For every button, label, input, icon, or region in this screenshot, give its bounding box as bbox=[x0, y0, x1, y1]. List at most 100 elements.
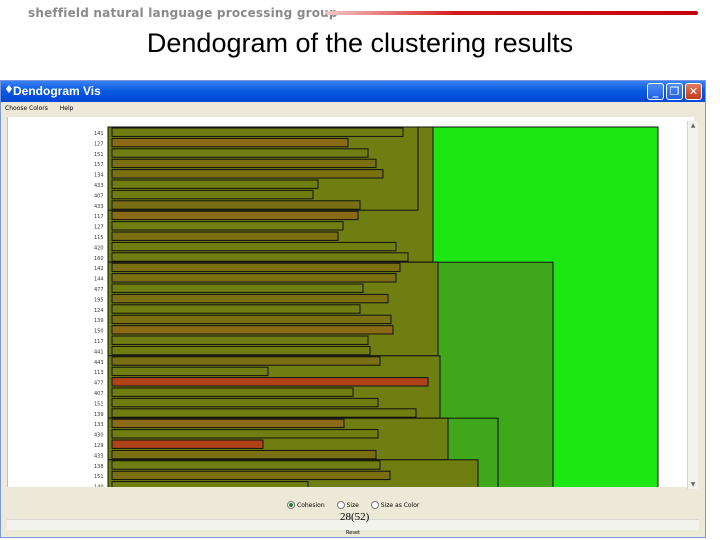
leaf-label: 407 bbox=[94, 391, 104, 397]
radio-cohesion[interactable] bbox=[287, 501, 295, 509]
slide-number: 28(52) bbox=[340, 511, 370, 523]
leaf-bar[interactable] bbox=[111, 377, 429, 387]
leaf-label: 150 bbox=[94, 329, 104, 335]
leaf-label: 113 bbox=[94, 370, 104, 376]
leaf-label: 407 bbox=[94, 193, 104, 199]
scroll-down-icon[interactable]: ▼ bbox=[690, 481, 696, 488]
reset-button[interactable]: Reset bbox=[346, 530, 360, 536]
brand-header: sheffield natural language processing gr… bbox=[28, 6, 338, 20]
leaf-label: 141 bbox=[94, 131, 104, 137]
leaf-label: 133 bbox=[94, 422, 104, 428]
leaf-bar[interactable] bbox=[111, 408, 417, 418]
leaf-bar[interactable] bbox=[111, 200, 361, 210]
leaf-bar[interactable] bbox=[111, 460, 381, 470]
leaf-label: 139 bbox=[94, 412, 104, 418]
leaf-label: 420 bbox=[94, 245, 104, 251]
brand-accent-line bbox=[326, 11, 698, 15]
menu-bar: Choose Colors Help bbox=[1, 102, 705, 116]
leaf-label: 117 bbox=[94, 214, 104, 220]
leaf-label: 127 bbox=[94, 141, 104, 147]
leaf-label: 157 bbox=[94, 162, 104, 168]
leaf-bar[interactable] bbox=[111, 387, 354, 397]
leaf-label: 151 bbox=[94, 401, 104, 407]
radio-size-as-color-label: Size as Color bbox=[380, 501, 420, 509]
leaf-label: 117 bbox=[94, 339, 104, 345]
leaf-label: 195 bbox=[94, 297, 104, 303]
leaf-bar[interactable] bbox=[111, 273, 397, 283]
java-app-icon: ♦ bbox=[4, 83, 14, 96]
dendrogram-canvas[interactable]: 141 127 151 157 134 433 407 433 117 127 115 420 160 1… bbox=[7, 117, 694, 487]
leaf-label: 138 bbox=[94, 464, 104, 470]
leaf-bar[interactable] bbox=[111, 169, 384, 179]
leaf-label: 139 bbox=[94, 318, 104, 324]
dendogram-window: ♦ Dendogram Vis _ ❐ ✕ Choose Colors Help… bbox=[0, 80, 706, 538]
leaf-bar[interactable] bbox=[111, 283, 364, 293]
vertical-scrollbar[interactable]: ▲ ▼ bbox=[687, 121, 698, 489]
leaf-bar[interactable] bbox=[111, 356, 381, 366]
leaf-bar[interactable] bbox=[111, 481, 309, 487]
leaf-bar[interactable] bbox=[111, 262, 401, 273]
leaf-bar[interactable] bbox=[111, 127, 404, 137]
leaf-label: 127 bbox=[94, 225, 104, 231]
leaf-label: 433 bbox=[94, 183, 104, 189]
radio-size[interactable] bbox=[336, 501, 345, 509]
leaf-bar[interactable] bbox=[111, 439, 264, 449]
leaf-label: 134 bbox=[94, 173, 104, 179]
menu-help[interactable]: Help bbox=[59, 105, 74, 112]
leaf-bar[interactable] bbox=[111, 345, 371, 356]
dendrogram-svg: 141 127 151 157 134 433 407 433 117 127 115 420 160 1… bbox=[94, 126, 659, 487]
leaf-bar[interactable] bbox=[111, 449, 377, 460]
close-button[interactable]: ✕ bbox=[685, 83, 702, 100]
leaf-bar[interactable] bbox=[111, 231, 339, 241]
leaf-bar[interactable] bbox=[111, 221, 344, 231]
leaf-bar[interactable] bbox=[111, 293, 389, 304]
leaf-label: 151 bbox=[94, 474, 104, 480]
leaf-label: 151 bbox=[94, 152, 104, 158]
leaf-bar[interactable] bbox=[111, 158, 377, 169]
leaf-label: 430 bbox=[94, 433, 104, 439]
leaf-bar[interactable] bbox=[111, 179, 319, 189]
maximize-button[interactable]: ❐ bbox=[666, 83, 683, 100]
menu-choose-colors[interactable]: Choose Colors bbox=[5, 105, 48, 112]
scroll-up-icon[interactable]: ▲ bbox=[690, 122, 696, 129]
leaf-label: 115 bbox=[94, 235, 104, 241]
leaf-bar[interactable] bbox=[111, 137, 349, 148]
leaf-label: 129 bbox=[94, 443, 104, 449]
window-title: Dendogram Vis bbox=[13, 84, 101, 98]
leaf-bar[interactable] bbox=[111, 335, 369, 345]
leaf-bar[interactable] bbox=[111, 429, 379, 439]
leaf-bar[interactable] bbox=[111, 397, 379, 408]
color-mode-radio-group: Cohesion Size Size as Color bbox=[287, 501, 429, 509]
leaf-bar[interactable] bbox=[111, 366, 269, 377]
leaf-bar[interactable] bbox=[111, 470, 391, 481]
leaf-label: 140 bbox=[94, 485, 104, 487]
radio-size-as-color[interactable] bbox=[370, 501, 379, 509]
leaf-bar[interactable] bbox=[111, 148, 369, 158]
leaf-label: 433 bbox=[94, 453, 104, 459]
slide-title: Dendogram of the clustering results bbox=[146, 28, 574, 58]
leaf-bar[interactable] bbox=[111, 241, 397, 252]
leaf-bar[interactable] bbox=[111, 325, 394, 335]
leaf-label: 160 bbox=[94, 256, 104, 262]
radio-cohesion-label: Cohesion bbox=[297, 501, 325, 509]
leaf-bar[interactable] bbox=[111, 210, 359, 221]
controls-panel: Cohesion Size Size as Color Reset bbox=[7, 489, 699, 536]
leaf-bar[interactable] bbox=[111, 304, 361, 314]
leaf-label: 142 bbox=[94, 266, 104, 272]
leaf-label: 433 bbox=[94, 204, 104, 210]
leaf-bar[interactable] bbox=[111, 189, 314, 200]
leaf-label: 443 bbox=[94, 360, 104, 366]
horizontal-scrollbar[interactable] bbox=[7, 519, 699, 530]
minimize-button[interactable]: _ bbox=[647, 83, 664, 100]
radio-size-label: Size bbox=[346, 501, 359, 509]
leaf-bar[interactable] bbox=[111, 418, 345, 429]
leaf-label: 124 bbox=[94, 308, 104, 314]
cluster-block[interactable] bbox=[107, 355, 441, 419]
leaf-label: 477 bbox=[94, 287, 104, 293]
window-titlebar[interactable]: ♦ Dendogram Vis _ ❐ ✕ bbox=[1, 81, 705, 102]
leaf-bar[interactable] bbox=[111, 314, 392, 325]
leaf-label: 441 bbox=[94, 349, 104, 355]
leaf-label: 144 bbox=[94, 277, 104, 283]
leaf-bar[interactable] bbox=[111, 252, 409, 262]
leaf-label: 477 bbox=[94, 381, 104, 387]
